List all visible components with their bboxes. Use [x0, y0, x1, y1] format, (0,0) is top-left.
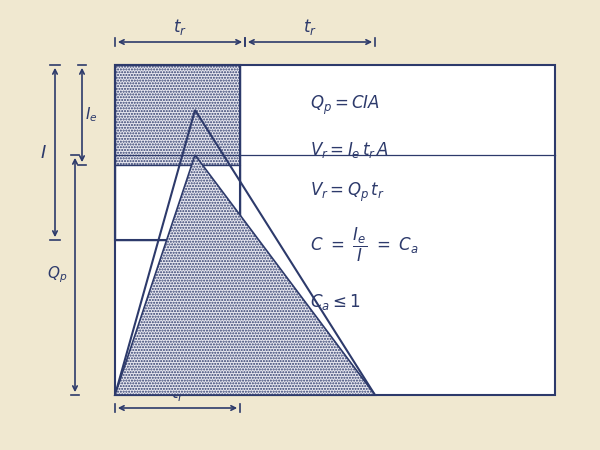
Text: $I$: $I$ [40, 144, 47, 162]
Text: $V_r = Q_p\,t_r$: $V_r = Q_p\,t_r$ [310, 180, 385, 203]
Text: $C_a \leq 1$: $C_a \leq 1$ [310, 292, 361, 312]
Text: $t_r$: $t_r$ [173, 17, 187, 37]
Polygon shape [115, 165, 240, 240]
Text: $Q_p = CIA$: $Q_p = CIA$ [310, 94, 380, 117]
Text: $V_r = I_e\,t_r\,A$: $V_r = I_e\,t_r\,A$ [310, 140, 389, 160]
Polygon shape [115, 65, 555, 395]
Text: $C\ =\ \dfrac{I_e}{I}\ =\ C_a$: $C\ =\ \dfrac{I_e}{I}\ =\ C_a$ [310, 226, 419, 264]
Text: $I_e$: $I_e$ [85, 106, 98, 124]
Text: $t_r$: $t_r$ [303, 17, 317, 37]
Polygon shape [115, 65, 240, 165]
Text: $Q_p$: $Q_p$ [47, 265, 67, 285]
Text: $t_r$: $t_r$ [170, 383, 184, 403]
Polygon shape [115, 155, 375, 395]
